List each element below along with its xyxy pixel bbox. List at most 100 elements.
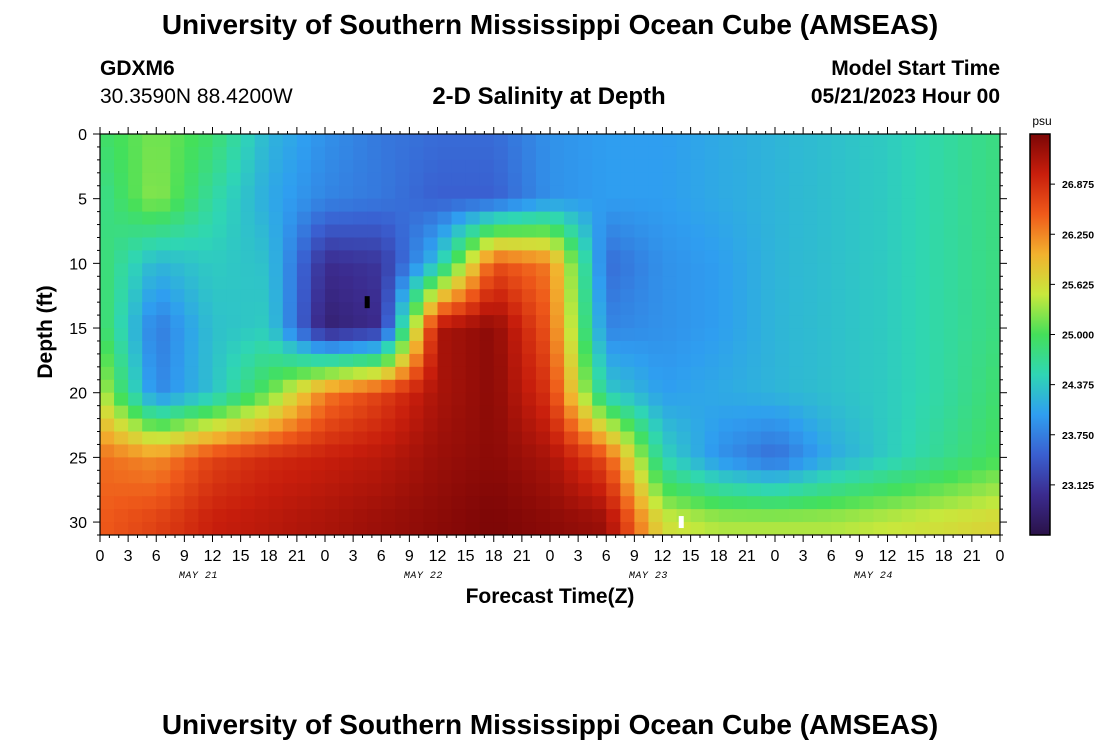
heatmap-cell xyxy=(339,522,354,535)
heatmap-cell xyxy=(451,159,467,174)
heatmap-cell xyxy=(943,470,959,484)
heatmap-cell xyxy=(859,405,875,420)
heatmap-cell xyxy=(676,146,692,161)
heatmap-cell xyxy=(620,496,635,510)
heatmap-cell xyxy=(296,146,312,161)
heatmap-cell xyxy=(521,198,537,213)
heatmap-cell xyxy=(254,470,270,484)
heatmap-cell xyxy=(775,328,790,342)
heatmap-cell xyxy=(282,444,298,458)
x-tick-label: 9 xyxy=(180,548,189,565)
heatmap-cell xyxy=(704,405,720,420)
heatmap-cell xyxy=(198,263,214,277)
heatmap-cell xyxy=(198,379,214,394)
heatmap-cell xyxy=(775,198,790,213)
heatmap-cell xyxy=(310,392,326,407)
heatmap-cell xyxy=(620,185,635,200)
heatmap-cell xyxy=(718,250,734,264)
heatmap-cell xyxy=(859,366,875,381)
heatmap-cell xyxy=(310,315,326,329)
heatmap-cell xyxy=(985,457,1000,471)
heatmap-cell xyxy=(578,522,593,535)
heatmap-cell xyxy=(381,146,396,161)
heatmap-cell xyxy=(493,418,509,433)
heatmap-cell xyxy=(550,276,565,290)
heatmap-cell xyxy=(240,185,256,200)
heatmap-cell xyxy=(592,470,607,484)
heatmap-cell xyxy=(704,392,720,407)
heatmap-cell xyxy=(507,289,523,303)
heatmap-cell xyxy=(114,353,129,368)
heatmap-cell xyxy=(943,392,959,407)
heatmap-cell xyxy=(339,250,354,264)
heatmap-cell xyxy=(240,444,256,458)
heatmap-cell xyxy=(339,237,354,252)
heatmap-cell xyxy=(156,263,171,277)
heatmap-cell xyxy=(859,146,875,161)
heatmap-cell xyxy=(339,392,354,407)
heatmap-cell xyxy=(128,172,143,187)
heatmap-cell xyxy=(985,198,1000,213)
heatmap-cell xyxy=(578,496,593,510)
heatmap-cell xyxy=(957,172,973,187)
heatmap-cell xyxy=(142,366,157,381)
heatmap-cell xyxy=(746,353,762,368)
x-tick-label: 18 xyxy=(260,548,278,565)
heatmap-cell xyxy=(198,496,214,510)
heatmap-cell xyxy=(985,172,1000,187)
heatmap-cell xyxy=(451,302,467,316)
heatmap-cell xyxy=(465,172,481,187)
heatmap-cell xyxy=(901,509,917,523)
heatmap-cell xyxy=(985,159,1000,174)
heatmap-cell xyxy=(521,470,537,484)
station-coordinates: 30.3590N 88.4200W xyxy=(100,85,293,108)
heatmap-cell xyxy=(128,211,143,226)
heatmap-cell xyxy=(184,522,200,535)
heatmap-cell xyxy=(564,470,579,484)
heatmap-cell xyxy=(606,224,621,239)
heatmap-cell xyxy=(971,211,987,226)
heatmap-cell xyxy=(451,366,467,381)
heatmap-cell xyxy=(142,353,157,368)
heatmap-cell xyxy=(732,263,748,277)
heatmap-cell xyxy=(718,470,734,484)
heatmap-cell xyxy=(592,134,607,148)
heatmap-cell xyxy=(732,224,748,239)
heatmap-cell xyxy=(310,457,326,471)
x-tick-label: 21 xyxy=(963,548,981,565)
x-tick-label: 9 xyxy=(630,548,639,565)
heatmap-cell xyxy=(985,366,1000,381)
heatmap-cell xyxy=(971,418,987,433)
heatmap-cell xyxy=(634,134,650,148)
heatmap-cell xyxy=(254,185,270,200)
heatmap-cell xyxy=(521,418,537,433)
heatmap-cell xyxy=(971,509,987,523)
heatmap-cell xyxy=(873,185,889,200)
heatmap-cell xyxy=(465,146,481,161)
heatmap-cell xyxy=(690,366,706,381)
heatmap-cell xyxy=(493,211,509,226)
heatmap-cell xyxy=(100,470,115,484)
heatmap-cell xyxy=(339,315,354,329)
heatmap-cell xyxy=(254,379,270,394)
heatmap-cell xyxy=(493,250,509,264)
heatmap-cell xyxy=(817,328,832,342)
heatmap-cell xyxy=(479,198,495,213)
heatmap-cell xyxy=(395,340,410,355)
heatmap-cell xyxy=(578,185,593,200)
heatmap-cell xyxy=(409,134,425,148)
heatmap-cell xyxy=(535,444,551,458)
heatmap-cell xyxy=(803,185,818,200)
heatmap-cell xyxy=(282,185,298,200)
heatmap-cell xyxy=(184,496,200,510)
heatmap-cell xyxy=(114,237,129,252)
x-day-label: MAY 22 xyxy=(404,571,443,582)
heatmap-cell xyxy=(803,302,818,316)
heatmap-cell xyxy=(353,496,368,510)
heatmap-cell xyxy=(381,444,396,458)
heatmap-cell xyxy=(100,224,115,239)
heatmap-cell xyxy=(971,172,987,187)
heatmap-cell xyxy=(676,470,692,484)
heatmap-cell xyxy=(142,263,157,277)
heatmap-cell xyxy=(746,263,762,277)
